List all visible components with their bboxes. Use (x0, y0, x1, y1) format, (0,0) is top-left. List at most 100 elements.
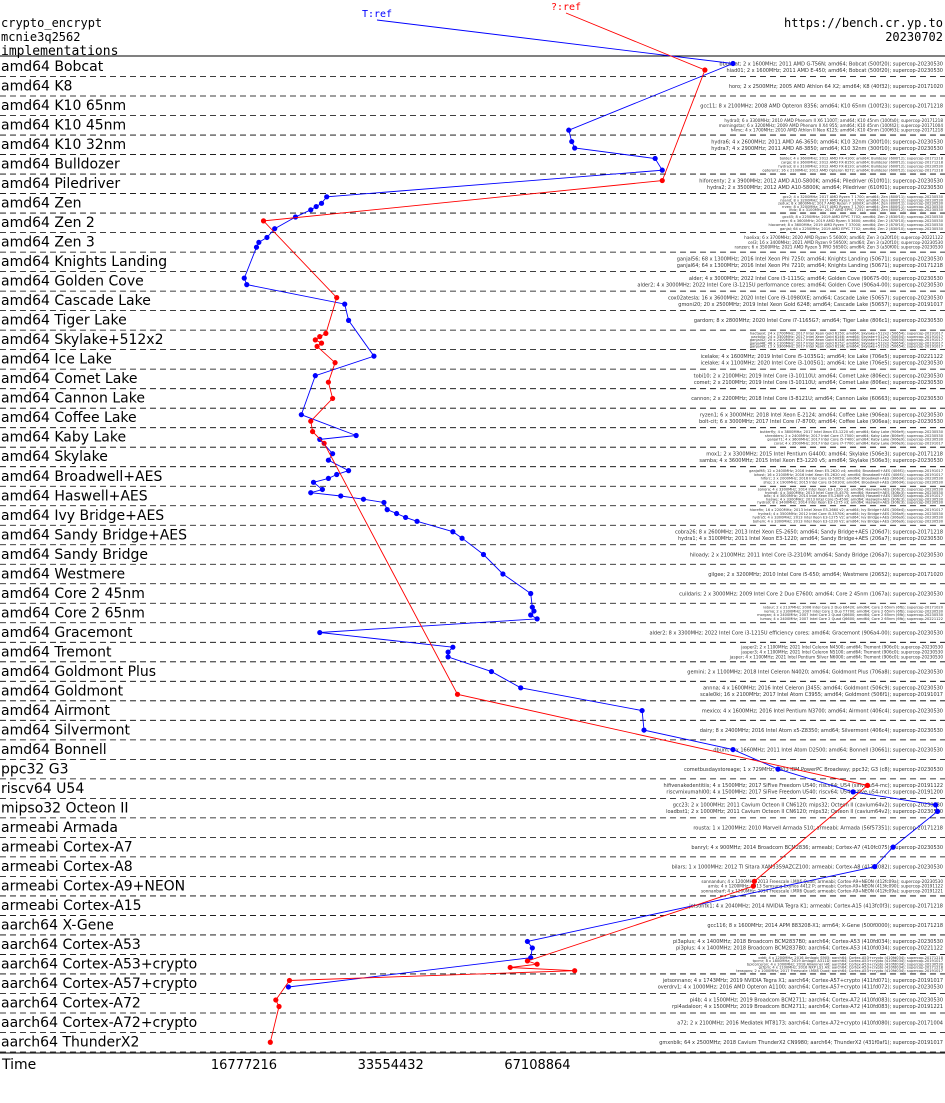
category-row: amd64 Sandy Bridge+AES cobra26; 8 x 2600M… (0, 527, 945, 546)
machine-label: hactayxl; 24 x 2700MHz; 2017 Intel Xeon … (750, 332, 943, 336)
x-ticks: 16777216 33554432 67108864 (211, 1058, 571, 1073)
category-row: amd64 Core 2 65nm latour; 2 x 2137MHz; 20… (0, 604, 945, 624)
category-label: aarch64 Cortex-A53+crypto (1, 956, 197, 972)
machine-label: overdrv1; 4 x 1000MHz; 2016 AMD Opteron … (658, 985, 943, 991)
category-label: amd64 Ivy Bridge+AES (1, 508, 164, 524)
category-label: aarch64 Cortex-A72+crypto (1, 1015, 197, 1031)
category-label: amd64 Core 2 45nm (1, 586, 145, 602)
machine-label: ganjal64; 64 x 1300MHz; 2016 Intel Xeon … (677, 263, 943, 269)
category-row: amd64 Zen 3 haelixa; 6 x 3700MHz; 2020 AM… (0, 235, 945, 253)
machine-label: mexico; 4 x 1600MHz; 2016 Intel Pentium … (702, 708, 943, 714)
category-label: amd64 Kaby Lake (1, 430, 126, 446)
category-label: amd64 Piledriver (1, 176, 120, 192)
machine-label: icelake; 4 x 1100MHz; 2020 Intel Core i3… (701, 360, 943, 366)
machine-label: pi3aplus; 4 x 1400MHz; 2018 Broadcom BCM… (673, 939, 943, 945)
category-label: amd64 Cascade Lake (1, 293, 151, 309)
category-row: amd64 Kaby Lake butterfly; 4 x 3800MHz; 2… (0, 428, 945, 448)
category-row: amd64 Knights Landing ganjal56; 68 x 1300… (0, 254, 945, 273)
machine-label: gcc2; 4 x 3200MHz; 2017 AMD Ryzen 7 1700… (783, 195, 944, 199)
machine-label: gcc116; 8 x 1600MHz; 2014 APM 883208-X1;… (707, 923, 943, 929)
machine-label: pi4b; 4 x 1500MHz; 2019 Broadcom BCM2711… (690, 998, 943, 1004)
category-row: amd64 Golden Cove alder; 4 x 3000MHz; 202… (0, 274, 945, 292)
category-label: amd64 Zen (1, 196, 81, 212)
category-row: armeabi Cortex-A7 banryl; 4 x 900MHz; 201… (0, 839, 945, 858)
machine-label: rousta; 1 x 1200MHz; 2010 Marvell Armada… (693, 825, 943, 831)
category-label: amd64 Coffee Lake (1, 410, 137, 426)
machine-label: teragons; 2 x 1000MHz; 2017 Freescale i.… (736, 969, 943, 973)
machine-label: hiocomet; 8 x 3600MHz; 2019 AMD Ryzen 7 … (769, 223, 944, 227)
category-label: aarch64 X-Gene (1, 917, 114, 933)
machine-label: gcc45; 8 x 2250MHz; 2019 AMD EPYC 7702; … (782, 215, 943, 219)
category-label: amd64 Cannon Lake (1, 391, 145, 407)
category-row: amd64 Comet Lake tobi10; 2 x 2100MHz; 201… (0, 371, 945, 390)
machine-label: gilgee; 2 x 3200MHz; 2010 Intel Core i5-… (708, 572, 943, 578)
machine-label: cometbusdaystoreage; 1 x 729MHz; 2003 IB… (684, 767, 943, 773)
category-row: ppc32 G3 cometbusdaystoreage; 1 x 729MHz;… (0, 761, 945, 780)
category-label: armeabi Cortex-A15 (1, 898, 142, 914)
machine-label: cuildaris; 2 x 3000MHz; 2009 Intel Core … (679, 591, 943, 597)
category-row: amd64 Piledriver hiforcenty; 2 x 3900MHz;… (0, 176, 945, 194)
category-row: aarch64 Cortex-A72 pi4b; 4 x 1500MHz; 201… (0, 996, 945, 1014)
machine-label: comet; 2 x 2100MHz; 2019 Intel Core i3-1… (694, 380, 943, 386)
date-label: 20230702 (885, 30, 943, 44)
machine-label: riscvmixumahl00; 4 x 1500MHz; 2017 SiFiv… (666, 790, 943, 796)
category-rows: amd64 Bobcat bbobcat; 2 x 1600MHz; 2011 A… (0, 59, 945, 1053)
category-row: amd64 Bonnell dbum; 2 x 1660MHz; 2011 Int… (0, 742, 945, 760)
category-label: amd64 Knights Landing (1, 254, 167, 270)
machine-label: jetsonnano; 4 x 1743MHz; 2019 NVIDIA Teg… (662, 978, 943, 984)
machine-label: a72; 2 x 2100MHz; 2016 Mediatek MT8173; … (677, 1020, 943, 1026)
machine-label: h4mc; 4 x 1700MHz; 2010 AMD Athlon II Ne… (731, 128, 944, 133)
machine-label: hydra5; 4 x 3300MHz; 2013 Intel Xeon E3-… (753, 516, 944, 520)
machine-label: cannon; 2 x 2200MHz; 2018 Intel Core i3-… (691, 396, 943, 402)
category-row: riscv64 U54 hifivenakedentitiis; 4 x 1500… (0, 781, 945, 799)
machine-label: lhdz; 8 x 3100MHz; 2017 AMD EPYC 7251; a… (789, 208, 944, 212)
primitive-label: crypto_encrypt (1, 16, 102, 30)
machine-label: hiad01; 2 x 1600MHz; 2011 AMD E-450; amd… (726, 68, 943, 74)
machine-label: jetsontk1; 4 x 2040MHz; 2014 NVIDIA Tegr… (688, 903, 943, 909)
category-row: amd64 Tiger Lake gardom; 8 x 2800MHz; 202… (0, 313, 945, 331)
machine-label: shredders; 2 x 2400MHz; 2017 Intel Core … (765, 434, 944, 438)
category-row: amd64 Tremont jasper2; 2 x 1100MHz; 2021 … (0, 644, 945, 663)
category-label: amd64 Sandy Bridge+AES (1, 527, 187, 543)
category-label: amd64 Skylake (1, 449, 108, 465)
category-label: amd64 Ice Lake (1, 352, 112, 368)
machine-label: hydra4; 4 x 3500MHz; 2012 Intel Core i5-… (758, 512, 944, 516)
category-label: amd64 Tiger Lake (1, 313, 127, 329)
machine-label: oddi; 4 x 1200MHz; 2016 Amlogic S905; aa… (758, 956, 943, 960)
machine-label: hiforc; 2 x 2000MHz; 2016 Intel Core i3-… (761, 477, 944, 481)
machine-label: haelixa; 6 x 3700MHz; 2020 AMD Ryzen 5 5… (744, 235, 943, 240)
machine-label: opteron2; 16 x 2100MHz; 2012 AMD Opteron… (762, 168, 943, 172)
machine-label: nemo; 2 x 2300MHz; 2007 Intel Core 2 Duo… (764, 609, 944, 613)
site-label: https://bench.cr.yp.to (784, 16, 943, 30)
category-label: amd64 Sandy Bridge (1, 547, 148, 563)
machine-label: cargo; 8 x 3600MHz; 2012 AMD FX-8150; am… (781, 161, 944, 165)
category-label: amd64 Zen 3 (1, 235, 95, 251)
machine-label: hydra2; 2 x 3500MHz; 2012 AMD A10-5800K;… (707, 185, 943, 191)
category-label: amd64 Comet Lake (1, 371, 138, 387)
category-row: amd64 Zen 2 gcc45; 8 x 2250MHz; 2019 AMD … (0, 214, 945, 233)
machine-label: ganjal56; 68 x 1300MHz; 2016 Intel Xeon … (677, 256, 943, 262)
machine-label: zedux; 8 x 3600MHz; 2017 AMD Ryzen 7 180… (778, 202, 944, 206)
machine-label: gcfpm; 4 x 1100MHz; 2016 NXP LS1 A9; aar… (759, 966, 944, 970)
machine-label: bolt-cit; 6 x 3000MHz; 2017 Intel Core i… (699, 419, 943, 425)
category-label: amd64 Westmere (1, 566, 125, 582)
category-label: amd64 Bonnell (1, 742, 107, 758)
machine-label: ganjal42; 20 x 2400MHz; 2017 Intel Xeon … (750, 338, 943, 342)
category-label: ppc32 G3 (1, 761, 69, 777)
category-label: amd64 Gracemont (1, 625, 133, 641)
machine-label: alder2; 4 x 3000MHz; 2022 Intel Core i3-… (637, 282, 943, 288)
machine-label: hydra1; 4 x 3100MHz; 2011 Intel Xeon E3-… (678, 536, 943, 542)
category-row: aarch64 ThunderX2 gmxnblk; 64 x 2500MHz; … (0, 1035, 945, 1053)
category-row: amd64 Sandy Bridge hiloady; 2 x 2100MHz; … (0, 547, 945, 565)
machine-label: ganjal98; 12 x 2400MHz; 2016 Intel Xeon … (749, 469, 943, 473)
category-row: amd64 Cascade Lake cox02atesla; 16 x 3600… (0, 293, 945, 312)
machine-label: bpicorceron; 4 x 1000MHz; 2018 Allwinner… (747, 962, 944, 966)
machine-label: tobi10; 2 x 2100MHz; 2019 Intel Core i3-… (694, 373, 943, 379)
series-label-q-ref: ?:ref (551, 2, 581, 13)
category-label: aarch64 ThunderX2 (1, 1035, 139, 1051)
category-row: armeabi Cortex-A8 bilars; 1 x 1000MHz; 20… (0, 859, 945, 877)
machine-label: jasper2; 2 x 1100MHz; 2021 Intel Celeron… (740, 645, 943, 650)
machine-label: bolder; 4 x 3600MHz; 2012 AMD FX-4100; a… (780, 157, 944, 161)
machine-label: dairy; 8 x 2400MHz; 2016 Intel Atom x5-Z… (700, 728, 943, 734)
category-label: amd64 Airmont (1, 703, 110, 719)
